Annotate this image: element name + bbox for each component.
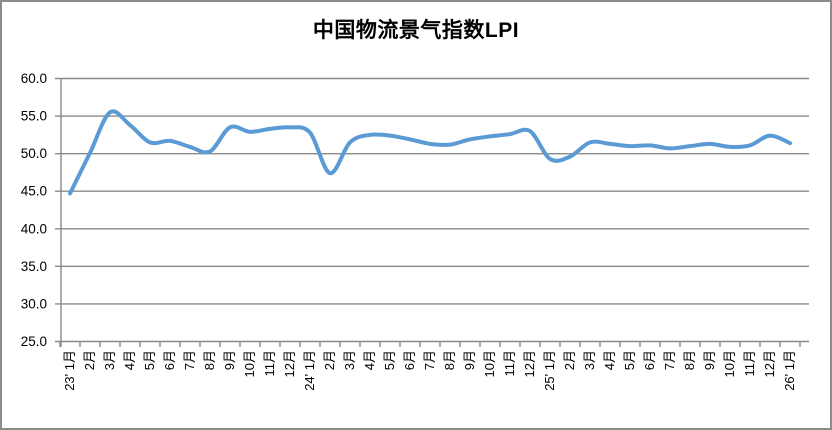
- x-tick-label: 10月: [242, 350, 257, 377]
- x-tick-label: 6月: [162, 350, 177, 370]
- x-tick-label: 25' 1月: [542, 350, 557, 391]
- y-tick-label: 25.0: [21, 334, 47, 349]
- x-tick-label: 12月: [522, 350, 537, 377]
- y-tick-label: 40.0: [21, 221, 47, 236]
- x-tick-label: 9月: [222, 350, 237, 370]
- x-tick-label: 2月: [322, 350, 337, 370]
- x-tick-label: 2月: [82, 350, 97, 370]
- x-tick-label: 9月: [702, 350, 717, 370]
- y-tick-label: 45.0: [21, 184, 47, 199]
- x-tick-label: 26' 1月: [782, 350, 797, 391]
- x-tick-label: 9月: [462, 350, 477, 370]
- x-tick-label: 5月: [622, 350, 637, 370]
- x-tick-label: 10月: [482, 350, 497, 377]
- y-tick-label: 35.0: [21, 259, 47, 274]
- x-tick-label: 8月: [202, 350, 217, 370]
- x-tick-label: 3月: [342, 350, 357, 370]
- x-tick-label: 11月: [262, 350, 277, 377]
- x-tick-label: 4月: [122, 350, 137, 370]
- x-tick-label: 4月: [362, 350, 377, 370]
- lpi-series-line: [68, 109, 792, 196]
- x-tick-label: 8月: [682, 350, 697, 370]
- x-tick-label: 7月: [422, 350, 437, 370]
- x-tick-label: 7月: [182, 350, 197, 370]
- x-tick-label: 12月: [762, 350, 777, 377]
- x-tick-label: 5月: [382, 350, 397, 370]
- y-tick-label: 55.0: [21, 109, 47, 124]
- x-tick-label: 23' 1月: [62, 350, 77, 391]
- x-tick-label: 4月: [602, 350, 617, 370]
- y-tick-label: 50.0: [21, 146, 47, 161]
- y-tick-label: 30.0: [21, 296, 47, 311]
- y-tick-label: 60.0: [21, 71, 47, 86]
- x-tick-label: 2月: [562, 350, 577, 370]
- x-tick-label: 12月: [282, 350, 297, 377]
- x-tick-label: 3月: [102, 350, 117, 370]
- x-tick-label: 6月: [402, 350, 417, 370]
- x-tick-label: 11月: [742, 350, 757, 377]
- x-tick-label: 8月: [442, 350, 457, 370]
- x-tick-label: 10月: [722, 350, 737, 377]
- x-tick-label: 24' 1月: [302, 350, 317, 391]
- x-tick-label: 3月: [582, 350, 597, 370]
- x-tick-label: 7月: [662, 350, 677, 370]
- x-tick-label: 11月: [502, 350, 517, 377]
- x-tick-label: 6月: [642, 350, 657, 370]
- x-tick-label: 5月: [142, 350, 157, 370]
- chart-title: 中国物流景气指数LPI: [312, 19, 520, 42]
